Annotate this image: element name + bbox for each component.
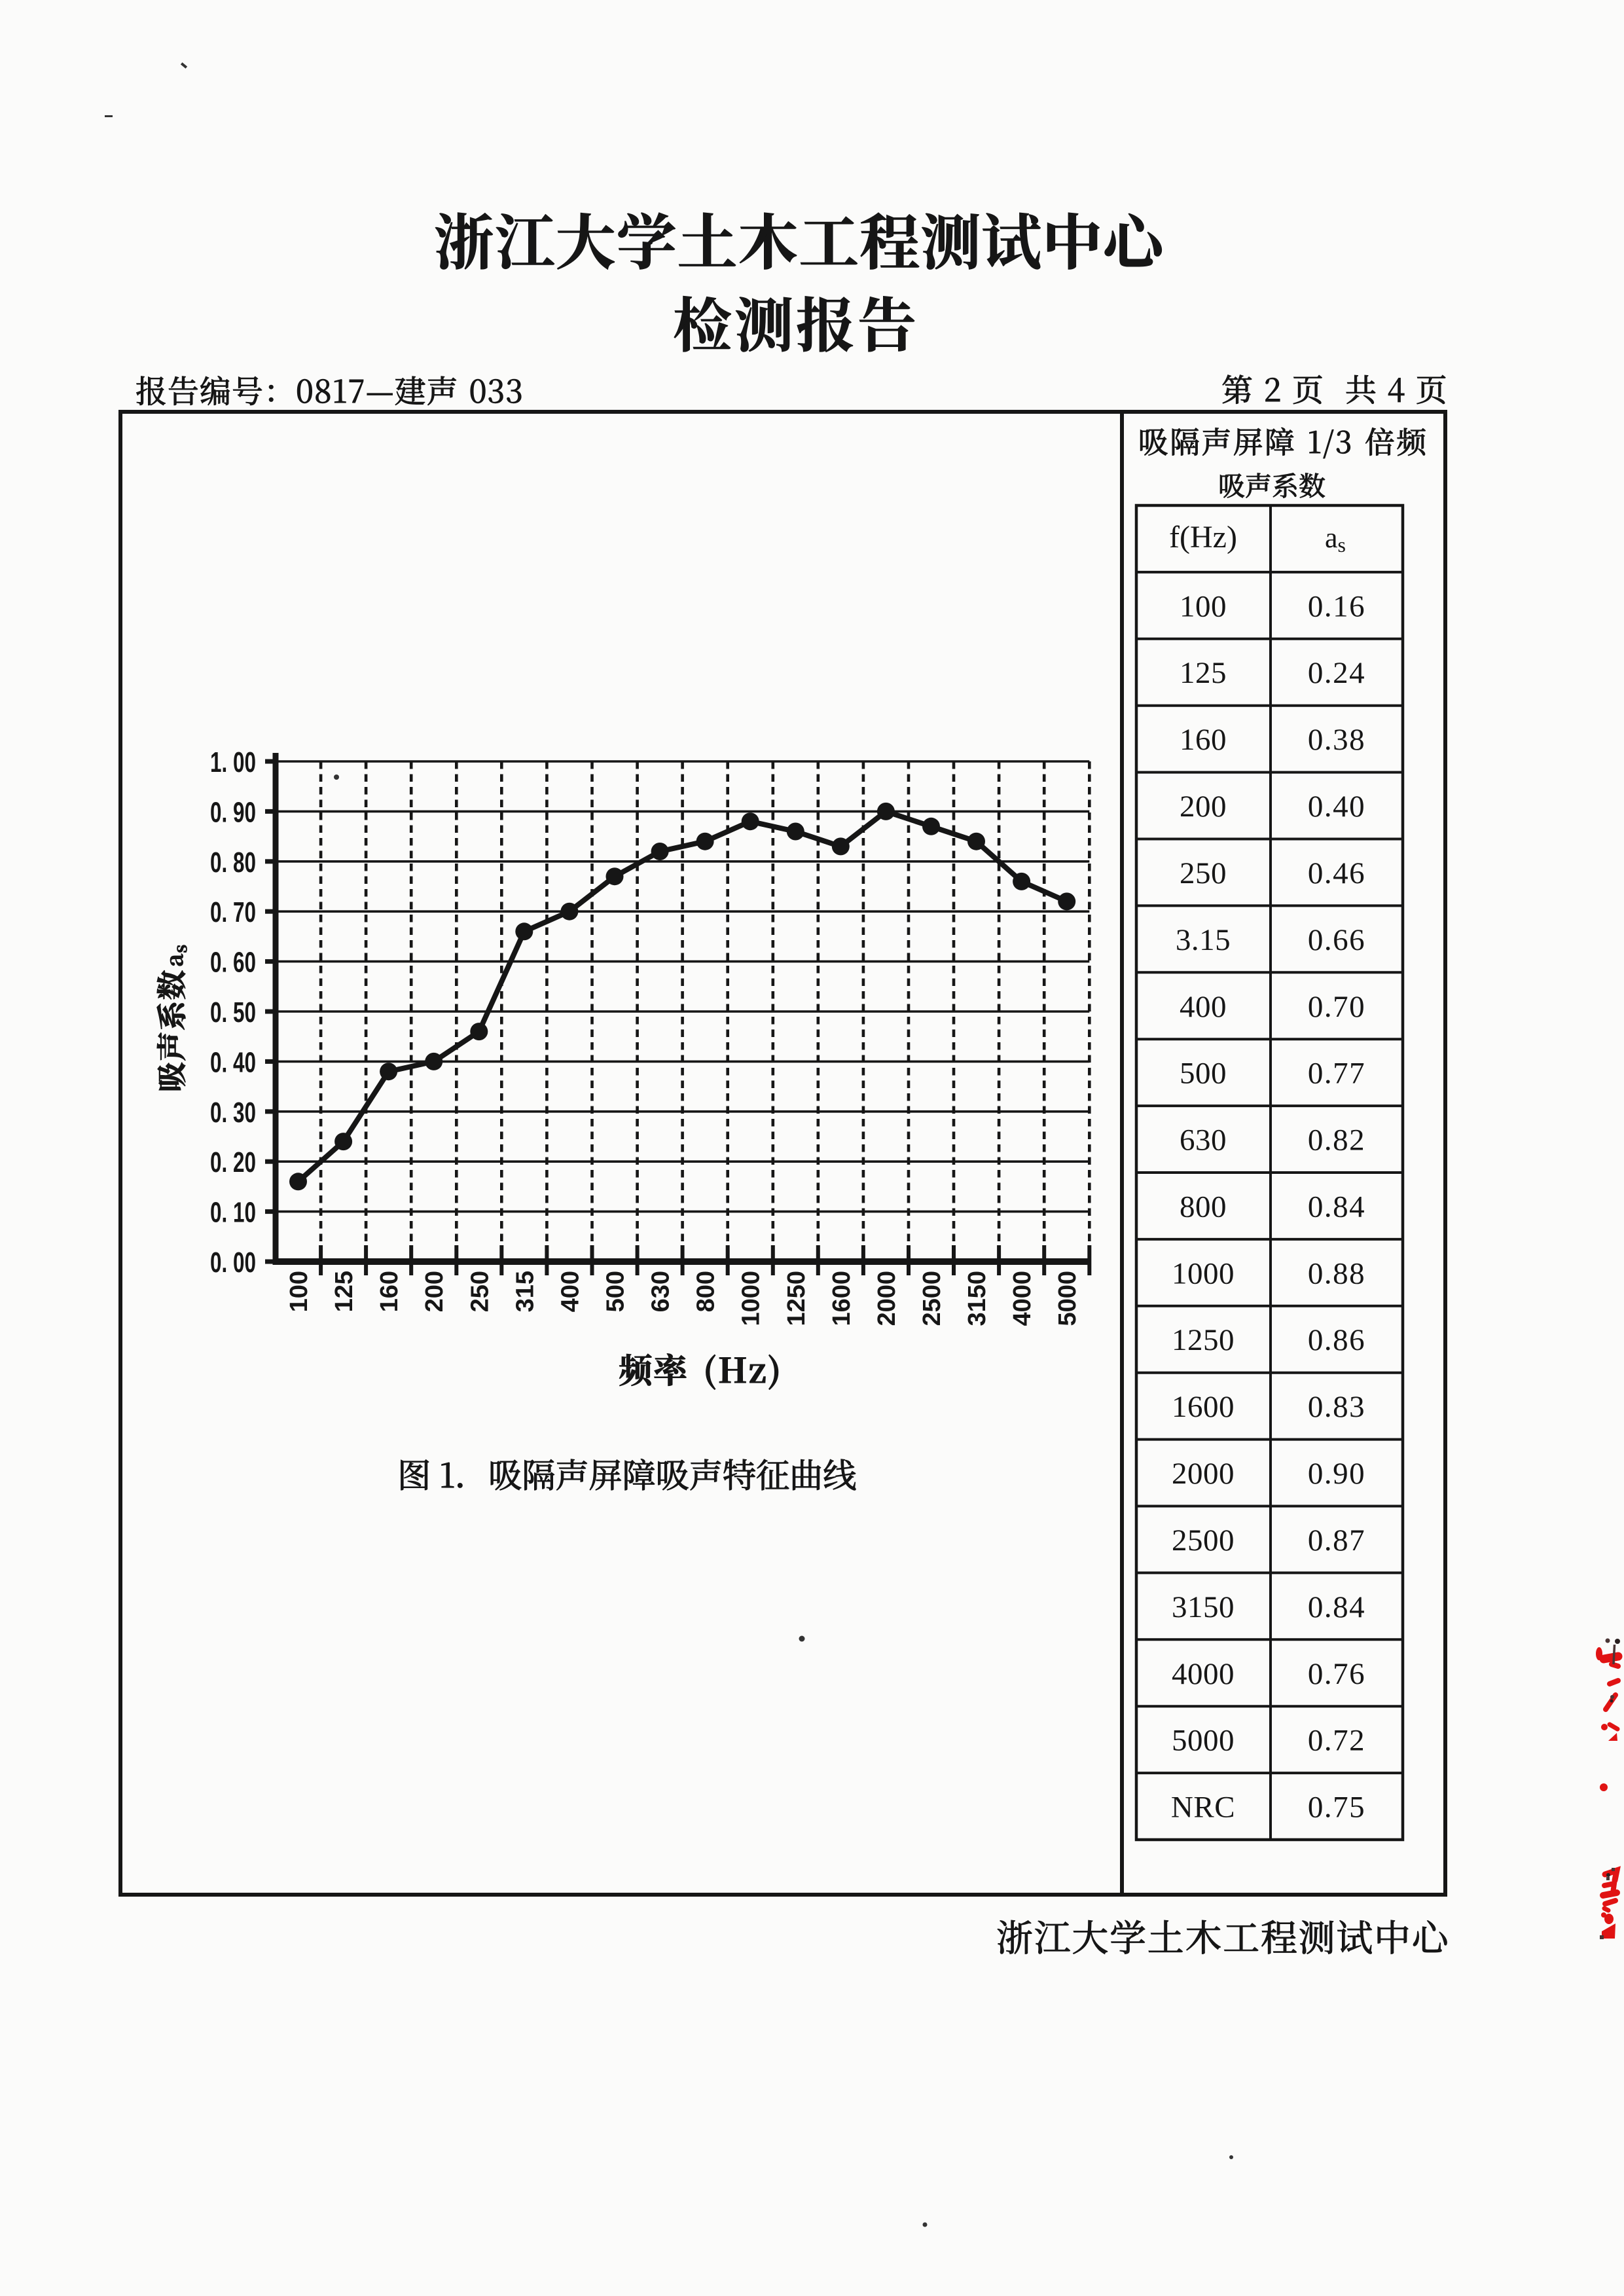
svg-text:3.15: 3.15 bbox=[1176, 923, 1231, 957]
svg-text:0.40: 0.40 bbox=[1308, 790, 1365, 824]
svg-text:0. 90: 0. 90 bbox=[210, 796, 256, 828]
svg-text:5000: 5000 bbox=[1172, 1724, 1235, 1758]
svg-text:0. 40: 0. 40 bbox=[210, 1046, 256, 1078]
svg-text:1600: 1600 bbox=[1172, 1390, 1235, 1424]
svg-text:0.84: 0.84 bbox=[1308, 1590, 1365, 1624]
svg-text:0.90: 0.90 bbox=[1308, 1457, 1365, 1491]
svg-text:630: 630 bbox=[1180, 1123, 1227, 1157]
svg-text:0.24: 0.24 bbox=[1308, 656, 1365, 690]
svg-text:1000: 1000 bbox=[1172, 1256, 1235, 1290]
svg-text:400: 400 bbox=[556, 1271, 584, 1312]
svg-text:f(Hz): f(Hz) bbox=[1169, 520, 1237, 555]
svg-text:0. 30: 0. 30 bbox=[210, 1097, 256, 1129]
svg-text:0.46: 0.46 bbox=[1308, 856, 1365, 890]
svg-text:4000: 4000 bbox=[1009, 1271, 1036, 1326]
svg-text:1000: 1000 bbox=[738, 1271, 765, 1326]
svg-text:2500: 2500 bbox=[1172, 1523, 1235, 1558]
svg-text:0.87: 0.87 bbox=[1308, 1523, 1365, 1558]
svg-text:0.86: 0.86 bbox=[1308, 1323, 1365, 1357]
svg-text:100: 100 bbox=[1180, 589, 1227, 623]
svg-text:1250: 1250 bbox=[1172, 1323, 1235, 1357]
svg-text:0. 60: 0. 60 bbox=[210, 947, 256, 979]
svg-text:500: 500 bbox=[602, 1271, 630, 1312]
svg-text:0.76: 0.76 bbox=[1308, 1657, 1365, 1691]
svg-text:500: 500 bbox=[1180, 1057, 1227, 1091]
svg-text:0.84: 0.84 bbox=[1308, 1190, 1365, 1224]
svg-text:400: 400 bbox=[1180, 990, 1227, 1024]
svg-text:250: 250 bbox=[1180, 856, 1227, 890]
svg-text:200: 200 bbox=[1180, 790, 1227, 824]
svg-text:1600: 1600 bbox=[828, 1271, 856, 1326]
svg-text:125: 125 bbox=[1180, 656, 1227, 690]
svg-text:0.70: 0.70 bbox=[1308, 990, 1365, 1024]
svg-text:0.66: 0.66 bbox=[1308, 923, 1365, 957]
svg-text:0. 70: 0. 70 bbox=[210, 896, 256, 928]
svg-text:0.75: 0.75 bbox=[1308, 1791, 1365, 1825]
svg-text:0.77: 0.77 bbox=[1308, 1057, 1365, 1091]
svg-text:0.82: 0.82 bbox=[1308, 1123, 1365, 1157]
svg-text:125: 125 bbox=[331, 1271, 358, 1312]
svg-text:630: 630 bbox=[647, 1271, 675, 1312]
svg-text:5000: 5000 bbox=[1054, 1271, 1081, 1326]
svg-text:160: 160 bbox=[376, 1271, 403, 1312]
svg-text:3150: 3150 bbox=[964, 1271, 991, 1326]
svg-text:1. 00: 1. 00 bbox=[210, 746, 256, 778]
svg-text:2500: 2500 bbox=[918, 1271, 946, 1326]
svg-text:0. 10: 0. 10 bbox=[210, 1197, 256, 1229]
svg-text:0.16: 0.16 bbox=[1308, 589, 1365, 623]
svg-text:0. 20: 0. 20 bbox=[210, 1146, 256, 1178]
svg-text:3150: 3150 bbox=[1172, 1590, 1235, 1624]
svg-text:2000: 2000 bbox=[873, 1271, 901, 1326]
svg-text:0. 00: 0. 00 bbox=[210, 1247, 256, 1279]
svg-text:0. 50: 0. 50 bbox=[210, 996, 256, 1029]
svg-text:NRC: NRC bbox=[1171, 1791, 1235, 1825]
svg-text:250: 250 bbox=[466, 1271, 494, 1312]
svg-text:4000: 4000 bbox=[1172, 1657, 1235, 1691]
svg-text:100: 100 bbox=[285, 1271, 313, 1312]
svg-text:0. 80: 0. 80 bbox=[210, 847, 256, 879]
svg-text:2000: 2000 bbox=[1172, 1457, 1235, 1491]
svg-text:0.38: 0.38 bbox=[1308, 723, 1365, 757]
svg-text:0.88: 0.88 bbox=[1308, 1256, 1365, 1290]
svg-text:800: 800 bbox=[1180, 1190, 1227, 1224]
svg-text:800: 800 bbox=[693, 1271, 720, 1312]
svg-text:315: 315 bbox=[511, 1271, 539, 1312]
svg-text:0.72: 0.72 bbox=[1308, 1724, 1365, 1758]
svg-text:1250: 1250 bbox=[783, 1271, 810, 1326]
svg-text:200: 200 bbox=[421, 1271, 448, 1312]
svg-text:0.83: 0.83 bbox=[1308, 1390, 1365, 1424]
svg-text:160: 160 bbox=[1180, 723, 1227, 757]
